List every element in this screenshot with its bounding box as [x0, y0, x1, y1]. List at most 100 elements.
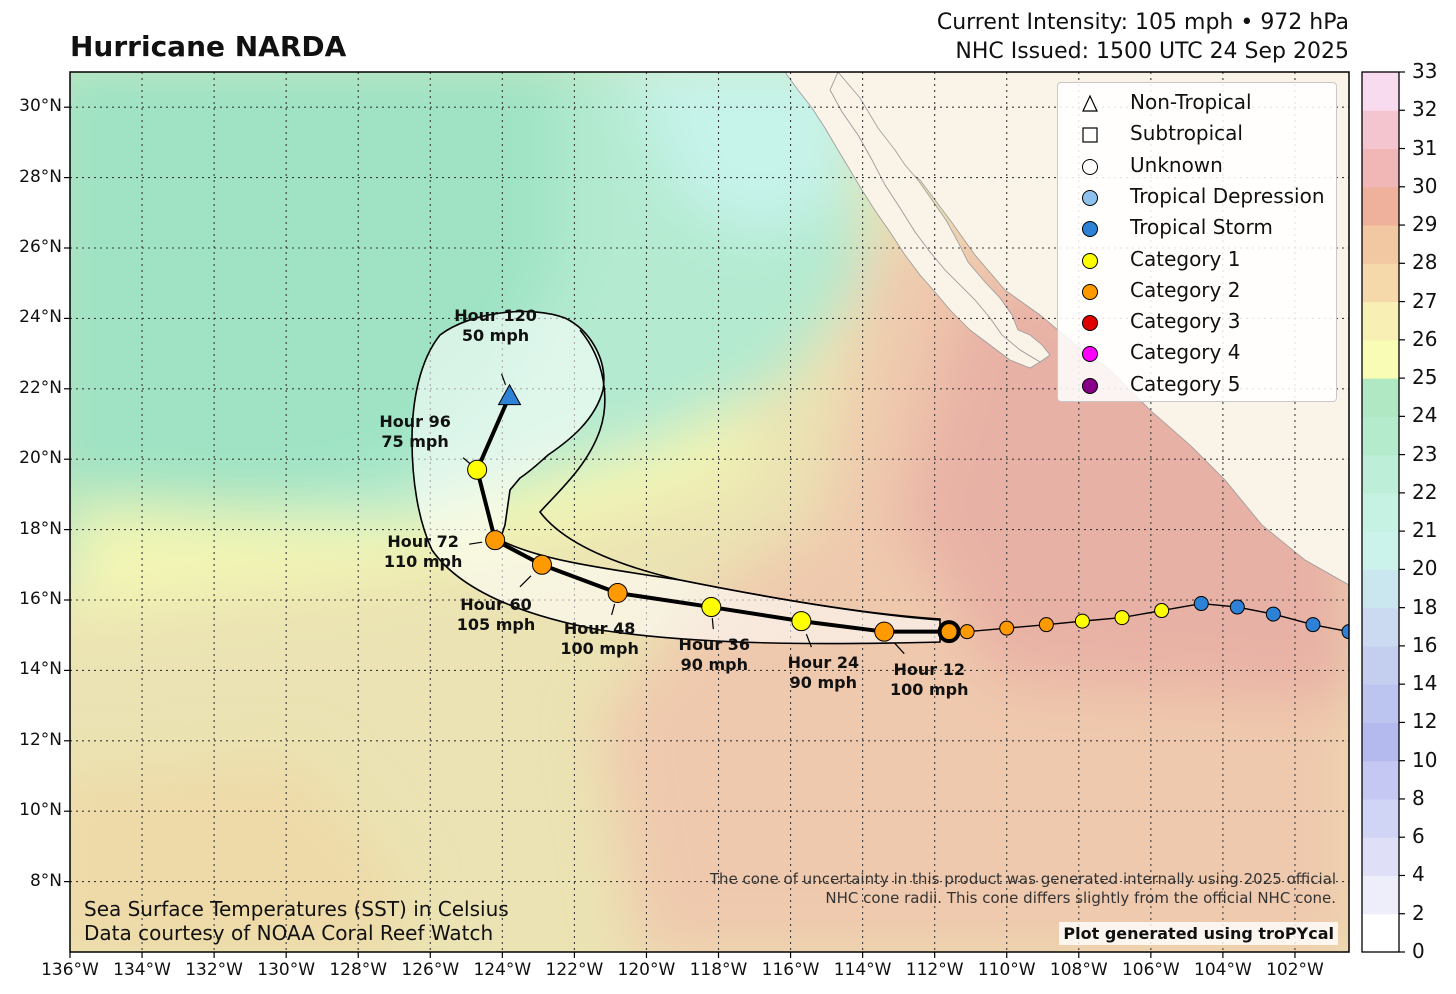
- colorbar-segment-13: [1362, 416, 1399, 456]
- past-track-point-4: [1193, 596, 1209, 612]
- lon-label-15: 106°W: [1121, 960, 1180, 980]
- lat-label-6: 20°N: [19, 448, 62, 469]
- forecast-label-hour-24: Hour 24 90 mph: [778, 653, 868, 693]
- forecast-label-wind-text: 90 mph: [680, 655, 748, 675]
- forecast-label-hour-text: Hour 36: [678, 635, 751, 655]
- forecast-track: [462, 373, 961, 655]
- legend-circle-icon: [1082, 283, 1098, 300]
- colorbar-label-17: 27: [1412, 288, 1438, 313]
- past-track-point-7: [1074, 613, 1090, 629]
- lat-label-1: 10°N: [19, 800, 62, 821]
- colorbar-segment-17: [1362, 263, 1399, 303]
- forecast-label-hour-12: Hour 12 100 mph: [884, 660, 974, 700]
- colorbar-label-14: 24: [1412, 403, 1438, 428]
- lon-label-14: 108°W: [1049, 960, 1108, 980]
- colorbar-frame: [1361, 71, 1400, 953]
- lat-label-2: 12°N: [19, 729, 62, 750]
- legend-item-8: Category 4: [1058, 337, 1336, 367]
- lat-label-5: 18°N: [19, 518, 62, 539]
- lat-label-10: 28°N: [19, 166, 62, 187]
- legend-label: Category 4: [1130, 340, 1241, 365]
- colorbar-label-10: 20: [1412, 556, 1438, 581]
- current-intensity: Current Intensity: 105 mph • 972 hPa: [936, 10, 1349, 35]
- forecast-point-hour-48: [607, 582, 628, 603]
- forecast-point-hour-120: [497, 383, 522, 406]
- legend-circle-icon: [1082, 377, 1098, 394]
- lon-label-16: 104°W: [1194, 960, 1252, 980]
- colorbar-segment-21: [1362, 110, 1399, 150]
- colorbar-label-7: 14: [1412, 671, 1438, 696]
- sst-note: Sea Surface Temperatures (SST) in Celsiu…: [84, 897, 509, 945]
- forecast-label-hour-text: Hour 120: [454, 305, 537, 325]
- forecast-label-wind-text: 100 mph: [889, 679, 969, 699]
- legend: Non-Tropical Subtropical Unknown Tropical D…: [1057, 82, 1337, 402]
- forecast-leader-hour-24: [805, 633, 812, 648]
- lon-label-5: 126°W: [401, 960, 460, 980]
- forecast-label-wind-text: 75 mph: [381, 431, 449, 451]
- legend-label: Subtropical: [1130, 121, 1243, 146]
- forecast-label-wind-text: 50 mph: [461, 325, 530, 345]
- forecast-point-hour-96: [467, 459, 488, 480]
- legend-item-5: Category 1: [1058, 244, 1336, 274]
- forecast-label-wind-text: 100 mph: [560, 638, 639, 658]
- colorbar-label-1: 2: [1412, 900, 1425, 925]
- forecast-label-hour-text: Hour 96: [379, 411, 451, 431]
- graticule: [70, 72, 1349, 952]
- legend-circle-icon: [1082, 252, 1098, 269]
- lat-label-4: 16°N: [19, 589, 62, 609]
- colorbar-label-18: 28: [1412, 250, 1438, 275]
- legend-label: Non-Tropical: [1130, 90, 1252, 114]
- colorbar-label-11: 21: [1412, 518, 1438, 543]
- past-track-point-6: [1114, 610, 1130, 626]
- lat-label-9: 26°N: [19, 237, 62, 257]
- colorbar-label-4: 8: [1412, 785, 1425, 810]
- past-track-point-3: [1229, 599, 1245, 615]
- lon-label-10: 116°W: [761, 960, 820, 980]
- colorbar-segment-22: [1362, 72, 1399, 111]
- lat-label-3: 14°N: [19, 659, 62, 680]
- colorbar-segment-10: [1362, 531, 1399, 570]
- colorbar-segment-3: [1362, 798, 1399, 838]
- colorbar-label-5: 10: [1412, 747, 1438, 772]
- colorbar-segment-15: [1362, 339, 1399, 379]
- legend-item-6: Category 2: [1058, 275, 1336, 305]
- forecast-point-hour-36: [701, 597, 722, 618]
- lon-label-0: 136°W: [41, 960, 99, 980]
- colorbar-label-21: 31: [1412, 135, 1438, 160]
- legend-triangle-icon: [1082, 94, 1098, 112]
- lon-label-12: 112°W: [905, 960, 964, 980]
- colorbar-label-15: 25: [1412, 365, 1438, 390]
- lon-label-13: 110°W: [977, 960, 1036, 980]
- sst-note-line1: Sea Surface Temperatures (SST) in Celsiu…: [84, 897, 509, 921]
- forecast-label-hour-text: Hour 72: [387, 532, 459, 552]
- legend-circle-icon: [1082, 315, 1098, 332]
- legend-item-9: Category 5: [1058, 369, 1336, 399]
- legend-item-1: Subtropical: [1058, 118, 1336, 148]
- colorbar-label-3: 6: [1412, 824, 1425, 849]
- colorbar-segment-1: [1362, 875, 1399, 915]
- colorbar-segment-16: [1362, 301, 1399, 341]
- cone-inner-edge: [538, 329, 941, 621]
- legend-circle-icon: [1082, 189, 1098, 206]
- forecast-label-hour-text: Hour 48: [563, 618, 636, 638]
- cone-note: The cone of uncertainty in this product …: [710, 870, 1336, 908]
- forecast-label-hour-text: Hour 60: [460, 594, 532, 614]
- forecast-leader-hour-120: [500, 373, 507, 386]
- colorbar-label-0: 0: [1412, 939, 1425, 963]
- storm-title: Hurricane NARDA: [70, 30, 347, 63]
- forecast-point-hour-60: [531, 554, 552, 575]
- lon-label-3: 130°W: [257, 960, 316, 980]
- colorbar-segment-5: [1362, 722, 1399, 762]
- sst-colorbar: [1362, 71, 1405, 953]
- legend-item-3: Tropical Depression: [1058, 181, 1336, 211]
- forecast-label-hour-96: Hour 96 75 mph: [370, 412, 460, 452]
- cone-note-line2: NHC cone radii. This cone differs slight…: [825, 889, 1336, 907]
- forecast-label-hour-text: Hour 12: [893, 659, 965, 679]
- lat-label-8: 24°N: [19, 307, 62, 328]
- past-track-point-0: [1341, 624, 1349, 640]
- sst-note-line2: Data courtesy of NOAA Coral Reef Watch: [84, 921, 494, 945]
- colorbar-segment-8: [1362, 607, 1399, 647]
- legend-label: Category 1: [1130, 246, 1241, 271]
- lon-label-17: 102°W: [1266, 960, 1324, 980]
- legend-label: Category 3: [1130, 309, 1241, 334]
